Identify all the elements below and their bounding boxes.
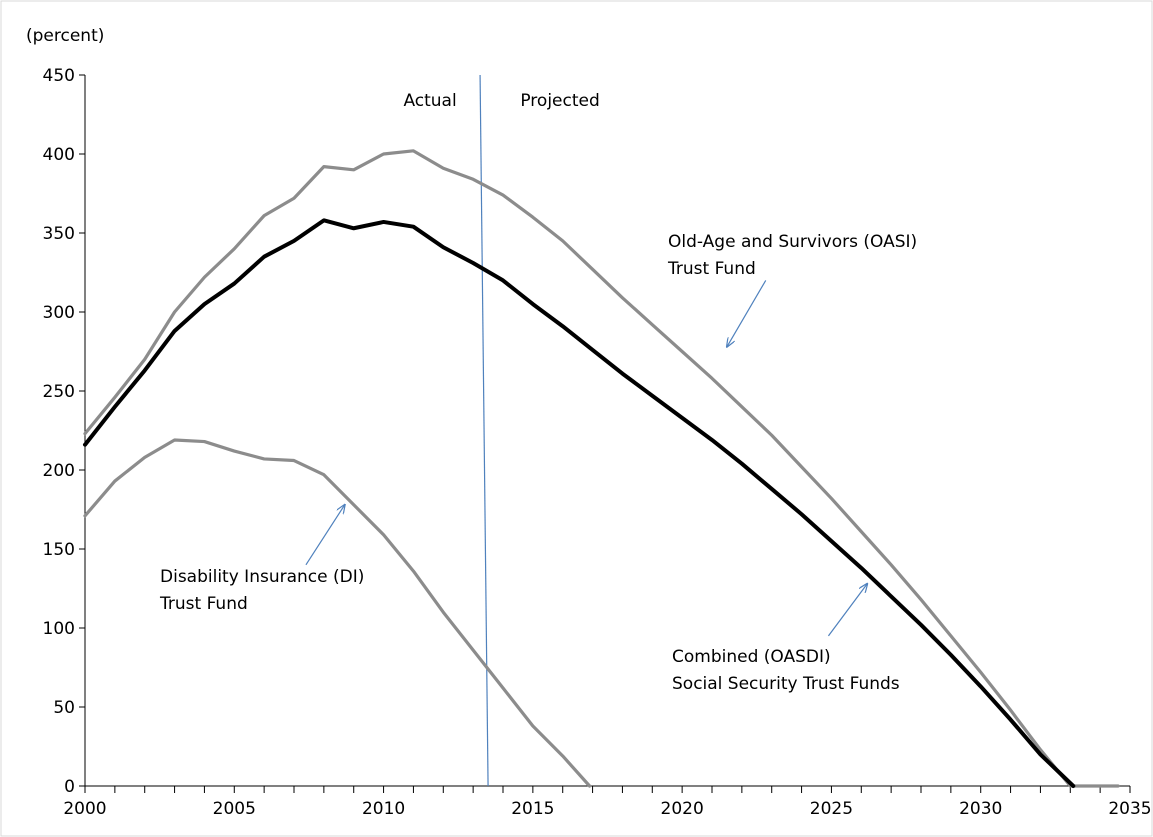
x-tick-label: 2000 — [63, 799, 106, 819]
annotation-di-arrow — [305, 505, 345, 566]
annotation-oasdi-arrow — [827, 584, 867, 637]
annotation-di-line-2: Trust Fund — [159, 594, 248, 614]
y-tick-label: 50 — [53, 698, 75, 718]
y-tick-label: 300 — [43, 303, 75, 323]
annotation-oasi-line-1: Old-Age and Survivors (OASI) — [668, 232, 917, 252]
annotation-di-line-1: Disability Insurance (DI) — [160, 567, 364, 587]
y-tick-label: 0 — [64, 777, 75, 797]
x-tick-label: 2015 — [511, 799, 554, 819]
series-line-di — [83, 438, 592, 788]
axes: 0 50 100 150 200 250 300 350 400 450 2000 2005 2010 2… — [43, 66, 1152, 819]
annotation-oasi-line-2: Trust Fund — [667, 259, 756, 279]
y-tick-label: 100 — [43, 619, 75, 639]
annotation-oasi-arrow — [727, 280, 767, 346]
y-tick-label: 350 — [43, 224, 75, 244]
actual-projected-divider: Actual Projected — [403, 74, 600, 787]
x-tick-label: 2025 — [810, 799, 853, 819]
divider-line — [479, 74, 489, 787]
x-tick-label: 2035 — [1108, 799, 1151, 819]
y-tick-label: 450 — [43, 66, 75, 86]
y-tick-label: 400 — [43, 145, 75, 165]
y-tick-label: 150 — [43, 540, 75, 560]
y-unit-label: (percent) — [26, 26, 104, 46]
series-line-oasi — [83, 149, 1120, 788]
divider-right-label: Projected — [520, 91, 599, 111]
annotation-oasdi-line-2: Social Security Trust Funds — [672, 674, 900, 694]
series-lines — [83, 149, 1120, 788]
x-tick-label: 2020 — [661, 799, 704, 819]
y-tick-label: 200 — [43, 461, 75, 481]
annotation-oasdi-line-1: Combined (OASDI) — [672, 647, 831, 667]
x-tick-label: 2030 — [959, 799, 1002, 819]
divider-left-label: Actual — [403, 91, 456, 111]
x-tick-label: 2005 — [213, 799, 256, 819]
y-tick-label: 250 — [43, 382, 75, 402]
x-tick-label: 2010 — [362, 799, 405, 819]
series-line-oasdi — [83, 218, 1076, 788]
annotations: Old-Age and Survivors (OASI) Trust Fund Co… — [159, 232, 917, 694]
